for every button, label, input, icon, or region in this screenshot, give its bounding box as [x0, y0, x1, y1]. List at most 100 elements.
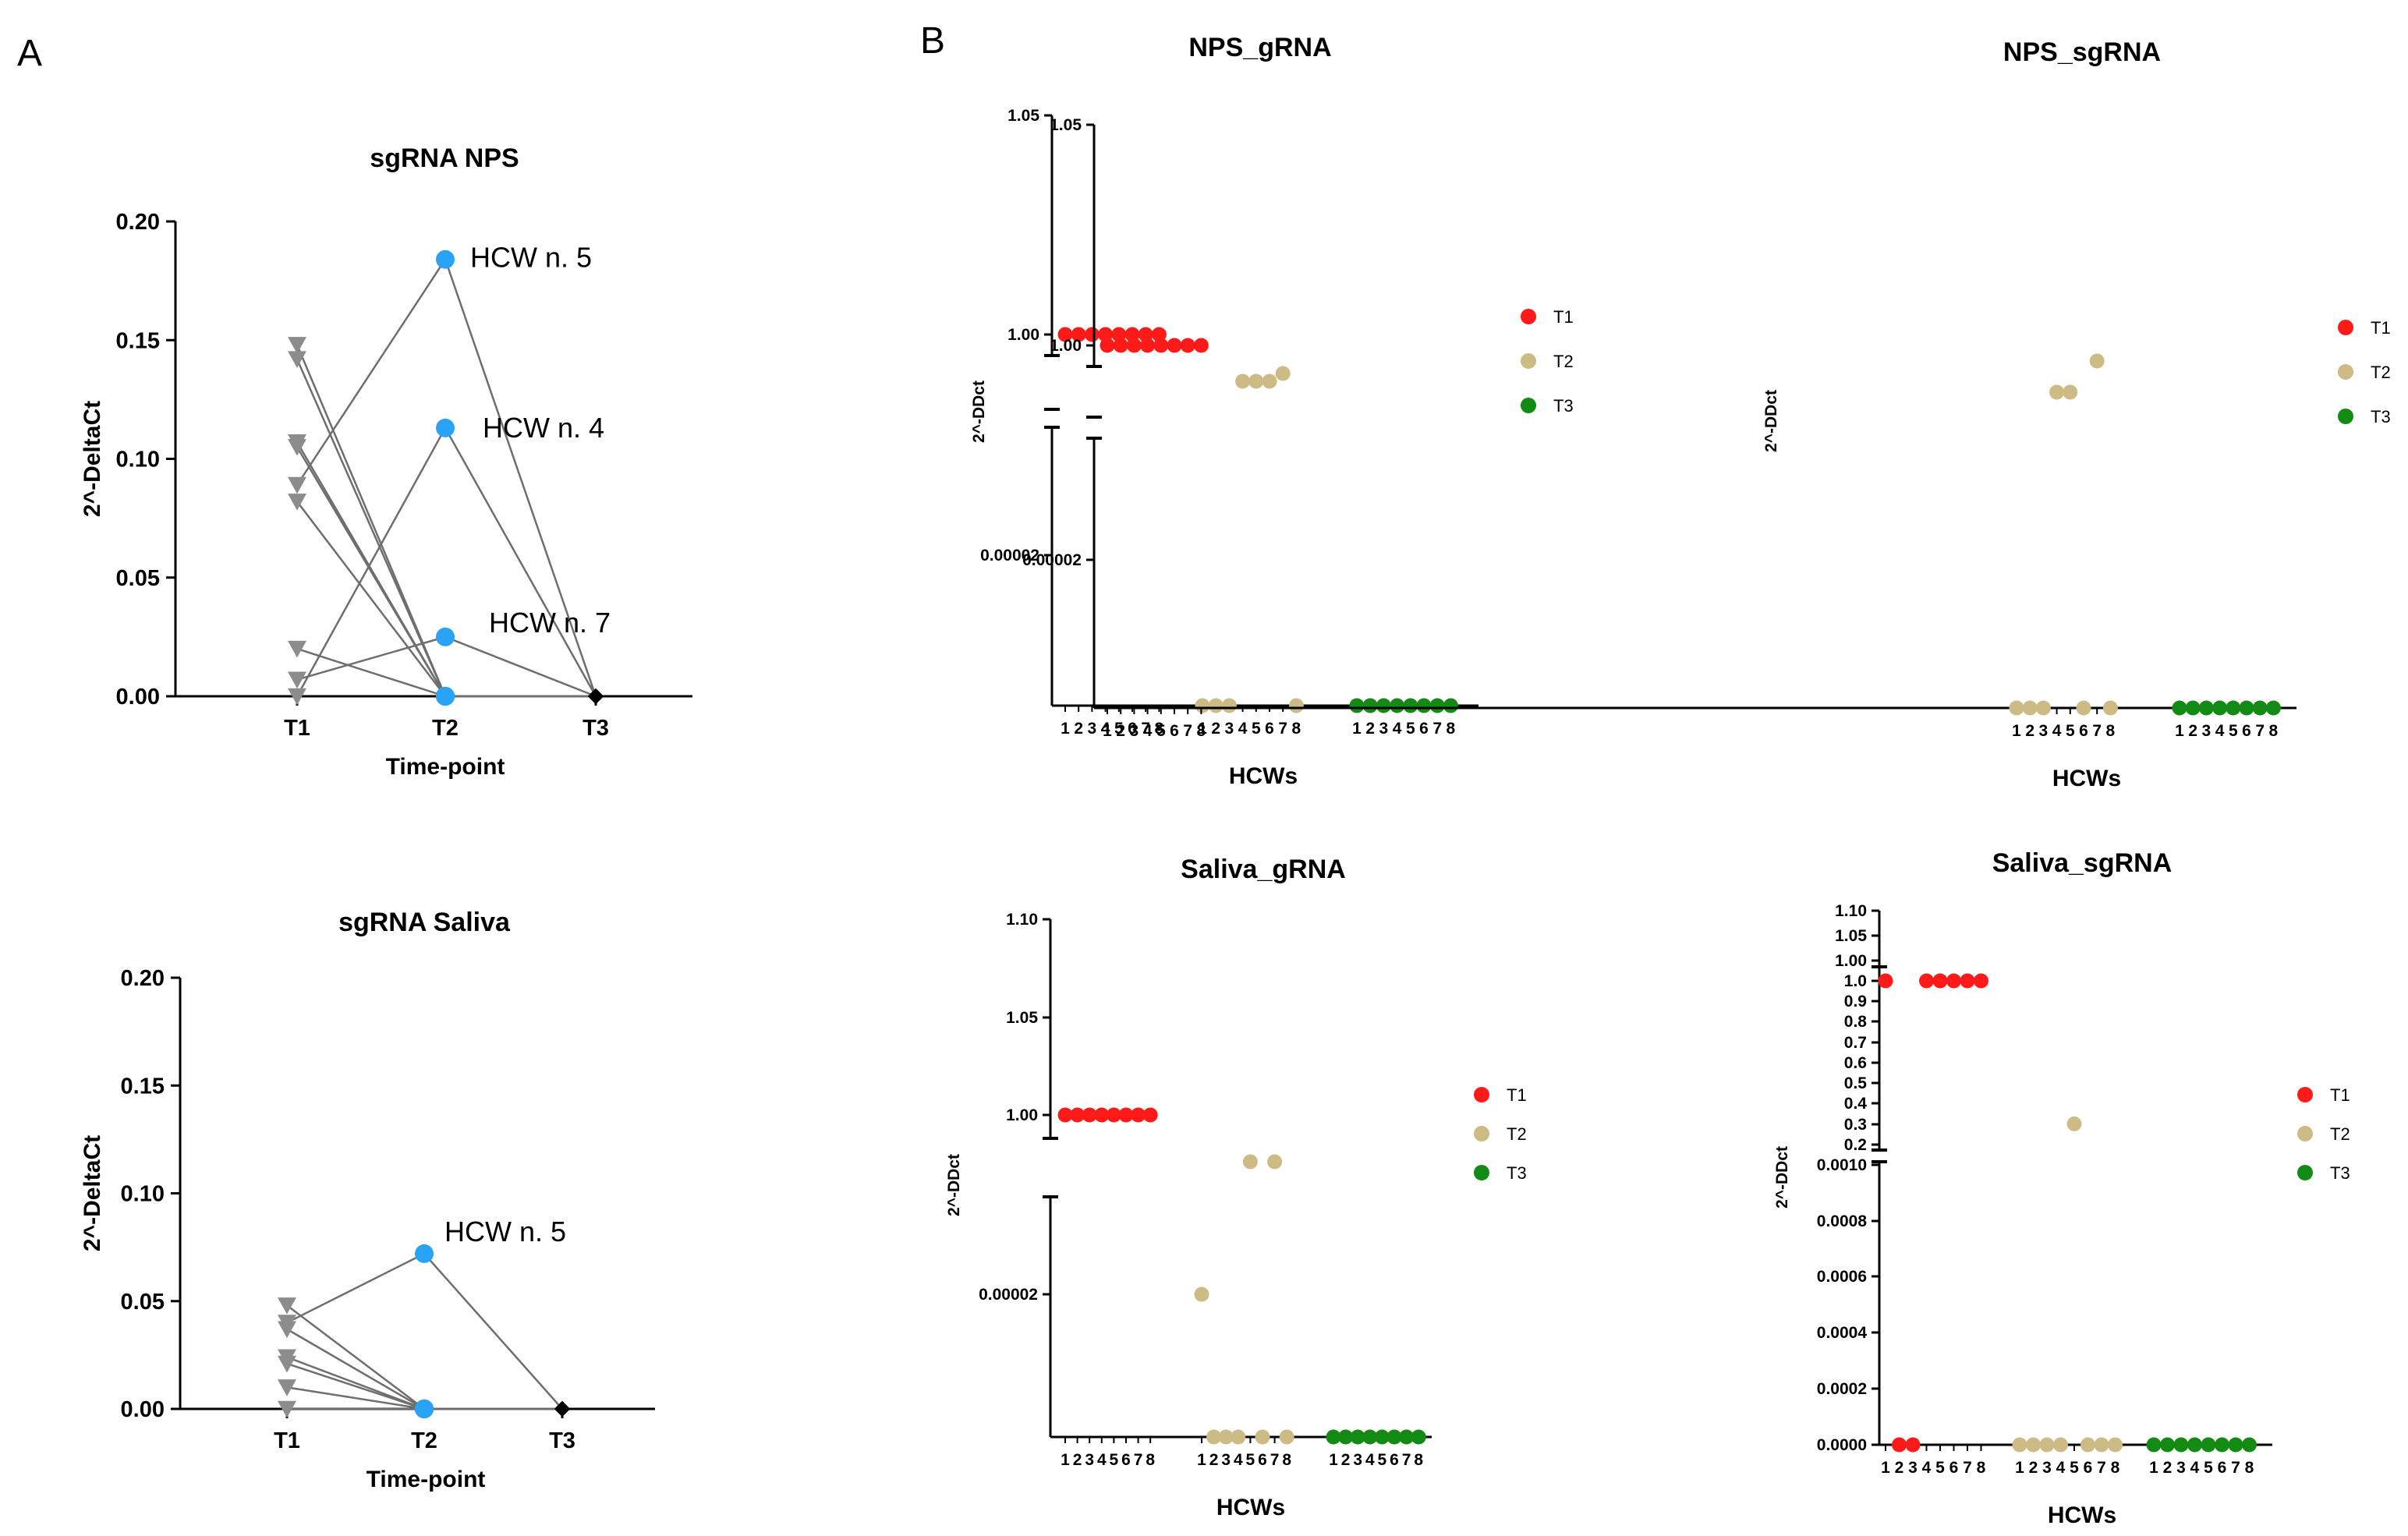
x-axis-title: HCWs	[1216, 1495, 1285, 1520]
legend-label: T2	[1507, 1124, 1527, 1144]
legend-marker	[1521, 309, 1536, 324]
x-tick-label: T2	[432, 716, 459, 741]
x-tick-label: 2	[1209, 1451, 1219, 1469]
point-t3	[1374, 1429, 1390, 1445]
x-tick-label: 2	[1073, 1451, 1082, 1469]
legend-marker	[2297, 1087, 2313, 1102]
series-line	[286, 1328, 562, 1410]
x-tick-label: 4	[1234, 1451, 1243, 1469]
x-tick-label: 1	[1197, 1451, 1206, 1469]
x-tick-label: 8	[2106, 722, 2116, 740]
point-t3	[2201, 1437, 2216, 1453]
x-tick-label: 3	[1085, 1451, 1094, 1469]
point-t2	[1267, 1154, 1283, 1170]
point-t2	[2035, 700, 2051, 716]
x-tick-label: 7	[1432, 720, 1442, 738]
legend-label: T2	[2371, 363, 2391, 382]
x-tick-label: 3	[2202, 722, 2211, 740]
point-t1	[278, 1355, 296, 1373]
point-t3	[1362, 1429, 1378, 1445]
y-tick-label: 1.00	[1835, 952, 1867, 970]
x-tick-label: 1	[1352, 720, 1362, 738]
x-tick-label: 8	[2111, 1459, 2120, 1477]
point-t1	[278, 1321, 296, 1339]
x-tick-label: 3	[1130, 722, 1139, 740]
y-tick-label: 0.05	[116, 566, 160, 591]
point-t1	[1113, 338, 1128, 353]
point-t2	[1218, 1429, 1234, 1445]
x-tick-label: 1	[2175, 722, 2184, 740]
y-tick-label: 1.00	[1006, 1106, 1038, 1124]
point-t2	[1206, 1429, 1222, 1445]
x-tick-label: 8	[1146, 1451, 1155, 1469]
legend-marker	[1474, 1165, 1489, 1180]
point-t2	[2012, 1437, 2027, 1453]
x-tick-label: 1	[1881, 1459, 1890, 1477]
x-tick-label: 3	[2042, 1459, 2052, 1477]
point-t3	[1399, 1429, 1415, 1445]
x-axis-title: Time-point	[386, 754, 505, 780]
y-tick-label: 0.7	[1844, 1034, 1867, 1052]
y-tick-label: 0.20	[116, 210, 160, 235]
y-tick-label: 1.0	[1844, 972, 1867, 990]
point-t2	[1231, 1429, 1246, 1445]
x-tick-label: 4	[2190, 1459, 2200, 1477]
y-tick-label: 0.0000	[1817, 1436, 1867, 1454]
point-t1	[1057, 1107, 1073, 1123]
legend-marker	[1521, 353, 1536, 369]
x-tick-label: 7	[1134, 1451, 1143, 1469]
y-tick-label: 0.3	[1844, 1116, 1867, 1134]
x-tick-label: 4	[1393, 720, 1402, 738]
chart-title: Saliva_sgRNA	[1992, 848, 2173, 878]
legend-marker	[2338, 364, 2353, 380]
y-axis-title: 2^-DDct	[945, 1154, 963, 1216]
point-t3	[1376, 698, 1391, 713]
x-tick-label: 6	[2084, 1459, 2093, 1477]
x-tick-label: 2	[2029, 1459, 2038, 1477]
point-t3	[1326, 1429, 1341, 1445]
x-tick-label: 8	[1414, 1451, 1423, 1469]
point-t1	[1057, 327, 1073, 342]
legend-label: T2	[1553, 352, 1574, 371]
x-tick-label: 3	[2176, 1459, 2186, 1477]
point-t1	[1946, 973, 1961, 989]
point-t1	[1106, 1107, 1121, 1123]
point-t3	[1338, 1429, 1354, 1445]
point-t2	[2026, 1437, 2041, 1453]
x-tick-label: 6	[1390, 1451, 1399, 1469]
x-tick-label: 5	[1252, 720, 1261, 738]
point-t3	[2239, 700, 2254, 716]
point-t2	[415, 1400, 434, 1418]
x-tick-label: 2	[2163, 1459, 2173, 1477]
y-tick-label: 0.20	[121, 966, 165, 991]
x-tick-label: 7	[1278, 720, 1287, 738]
x-tick-label: 2	[1341, 1451, 1351, 1469]
point-t1	[288, 337, 306, 354]
point-t3	[2226, 700, 2241, 716]
y-axis-title: 2^-DeltaCt	[80, 401, 105, 517]
point-t2	[1288, 698, 1304, 713]
point-t2	[415, 1244, 434, 1263]
x-tick-label: 5	[2229, 722, 2238, 740]
legend-marker	[2297, 1165, 2313, 1180]
point-t2	[436, 627, 455, 646]
point-t3	[1349, 698, 1365, 713]
y-tick-label: 1.10	[1835, 902, 1867, 920]
point-t2	[1248, 373, 1264, 389]
x-tick-label: 5	[2070, 1459, 2079, 1477]
x-tick-label: 8	[1155, 720, 1164, 738]
annotation-label: HCW n. 5	[444, 1216, 566, 1248]
x-tick-label: 8	[1447, 720, 1456, 738]
point-t1	[278, 1379, 296, 1396]
point-t2	[1242, 1154, 1258, 1170]
point-t1	[1118, 1107, 1134, 1123]
annotation-label: HCW n. 7	[489, 607, 611, 639]
point-t2	[2053, 1437, 2068, 1453]
x-tick-label: 8	[2245, 1459, 2254, 1477]
y-tick-label: 0.8	[1844, 1013, 1868, 1031]
panel-label-a: A	[17, 33, 42, 74]
x-tick-label: 5	[1378, 1451, 1387, 1469]
x-tick-label: 4	[1101, 720, 1110, 738]
